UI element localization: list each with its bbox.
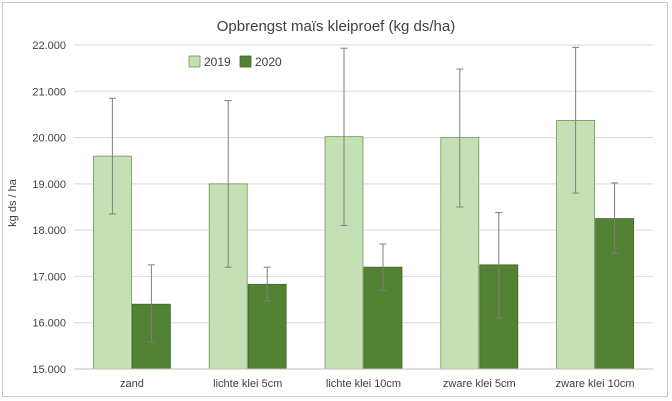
- y-axis-label: kg ds / ha: [7, 178, 19, 227]
- x-tick-label: zware klei 5cm: [443, 378, 516, 390]
- x-tick-label: lichte klei 10cm: [326, 378, 401, 390]
- y-axis-ticks: 15.000 16.000 17.000 18.000 19.000 20.000 21.0…: [32, 40, 66, 376]
- error-bars: [108, 46, 619, 343]
- legend-swatch-2019: [188, 55, 201, 68]
- y-tick-label: 19.000: [32, 179, 66, 191]
- legend: 2019 2020: [188, 55, 282, 69]
- legend-label-2020: 2020: [255, 55, 282, 69]
- legend-swatch-2020: [239, 55, 252, 68]
- x-tick-label: zware klei 10cm: [556, 378, 635, 390]
- y-tick-label: 22.000: [32, 40, 66, 52]
- y-tick-label: 18.000: [32, 225, 66, 237]
- y-tick-label: 21.000: [32, 86, 66, 98]
- y-tick-label: 15.000: [32, 364, 66, 376]
- y-tick-label: 16.000: [32, 318, 66, 330]
- legend-label-2019: 2019: [204, 55, 231, 69]
- chart-title: Opbrengst maïs kleiproef (kg ds/ha): [217, 18, 455, 35]
- y-tick-label: 20.000: [32, 133, 66, 145]
- x-axis-ticks: zand lichte klei 5cm lichte klei 10cm zware…: [120, 378, 635, 390]
- gridlines: [74, 44, 653, 324]
- bar-chart: 15.000 16.000 17.000 18.000 19.000 20.000 21.0…: [7, 18, 653, 390]
- bar-2019: [440, 137, 480, 370]
- y-tick-label: 17.000: [32, 271, 66, 283]
- bars: [93, 120, 634, 370]
- x-tick-label: lichte klei 5cm: [213, 378, 282, 390]
- chart-frame: 15.000 16.000 17.000 18.000 19.000 20.000 21.0…: [2, 2, 668, 397]
- x-tick-label: zand: [120, 378, 144, 390]
